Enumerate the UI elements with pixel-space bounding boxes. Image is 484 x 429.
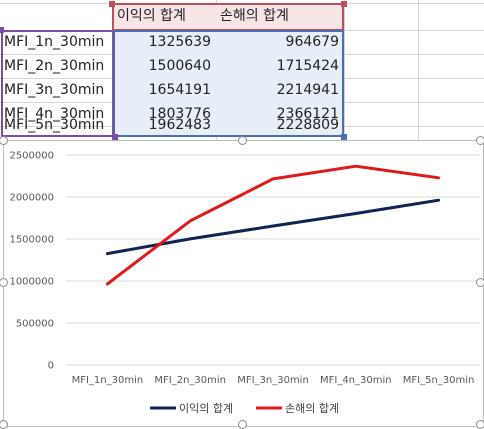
x-tick-label: MFI_2n_30min xyxy=(154,375,226,386)
legend-label-1: 이익의 합계 xyxy=(179,402,233,415)
gridline xyxy=(418,0,419,140)
chart-plot: 0 500000 1000000 1500000 2000000 2500000 MFI_1… xyxy=(9,151,480,415)
profit-value-cell[interactable]: 1962483 xyxy=(148,117,211,133)
chart-resize-handle[interactable] xyxy=(476,136,484,145)
profit-value-cell[interactable]: 1500640 xyxy=(148,58,211,74)
loss-value-cell[interactable]: 1715424 xyxy=(276,58,339,74)
profit-value-cell[interactable]: 1325639 xyxy=(148,34,211,50)
loss-value-cell[interactable]: 964679 xyxy=(285,34,339,50)
row-label-cell[interactable]: MFI_2n_30min xyxy=(4,58,105,74)
series-line-2 xyxy=(105,164,441,286)
gridline xyxy=(344,0,345,140)
header-range-highlight[interactable] xyxy=(112,3,344,31)
row-label-cell[interactable]: MFI_4n_30min xyxy=(4,106,105,122)
y-tick-label: 1500000 xyxy=(9,235,54,246)
chart-resize-handle[interactable] xyxy=(0,136,8,145)
chart-resize-handle[interactable] xyxy=(476,278,484,287)
range-handle[interactable] xyxy=(341,134,347,140)
y-tick-label: 0 xyxy=(48,361,54,372)
row-label-cell[interactable]: MFI_1n_30min xyxy=(4,34,105,50)
loss-value-cell[interactable]: 2228809 xyxy=(276,117,339,133)
chart-resize-handle[interactable] xyxy=(0,278,8,287)
line-chart[interactable]: 0 500000 1000000 1500000 2000000 2500000 MFI_1… xyxy=(3,140,484,427)
label-range-highlight[interactable] xyxy=(1,30,115,137)
x-tick-label: MFI_4n_30min xyxy=(320,375,392,386)
header-loss-sum[interactable]: 손해의 합계 xyxy=(220,8,289,24)
y-tick-label: 2500000 xyxy=(9,151,54,162)
loss-value-cell[interactable]: 2214941 xyxy=(276,82,339,98)
loss-value-cell[interactable]: 2366121 xyxy=(276,106,339,122)
y-tick-label: 2000000 xyxy=(9,193,54,204)
x-tick-label: MFI_5n_30min xyxy=(403,375,475,386)
profit-value-cell[interactable]: 1654191 xyxy=(148,82,211,98)
row-label-cell[interactable]: MFI_5n_30min xyxy=(4,117,105,133)
header-profit-sum[interactable]: 이익의 합계 xyxy=(117,8,186,24)
range-handle[interactable] xyxy=(112,134,118,140)
x-tick-label: MFI_3n_30min xyxy=(237,375,309,386)
y-tick-label: 1000000 xyxy=(9,277,54,288)
chart-resize-handle[interactable] xyxy=(238,136,247,145)
y-tick-label: 500000 xyxy=(16,319,54,330)
profit-value-cell[interactable]: 1803776 xyxy=(148,106,211,122)
legend-label-2: 손해의 합계 xyxy=(285,401,339,415)
range-handle[interactable] xyxy=(109,1,115,7)
x-tick-label: MFI_1n_30min xyxy=(72,375,144,386)
value-range-highlight[interactable] xyxy=(112,30,344,137)
row-label-cell[interactable]: MFI_3n_30min xyxy=(4,82,105,98)
range-handle[interactable] xyxy=(0,27,4,33)
range-handle[interactable] xyxy=(341,1,347,7)
